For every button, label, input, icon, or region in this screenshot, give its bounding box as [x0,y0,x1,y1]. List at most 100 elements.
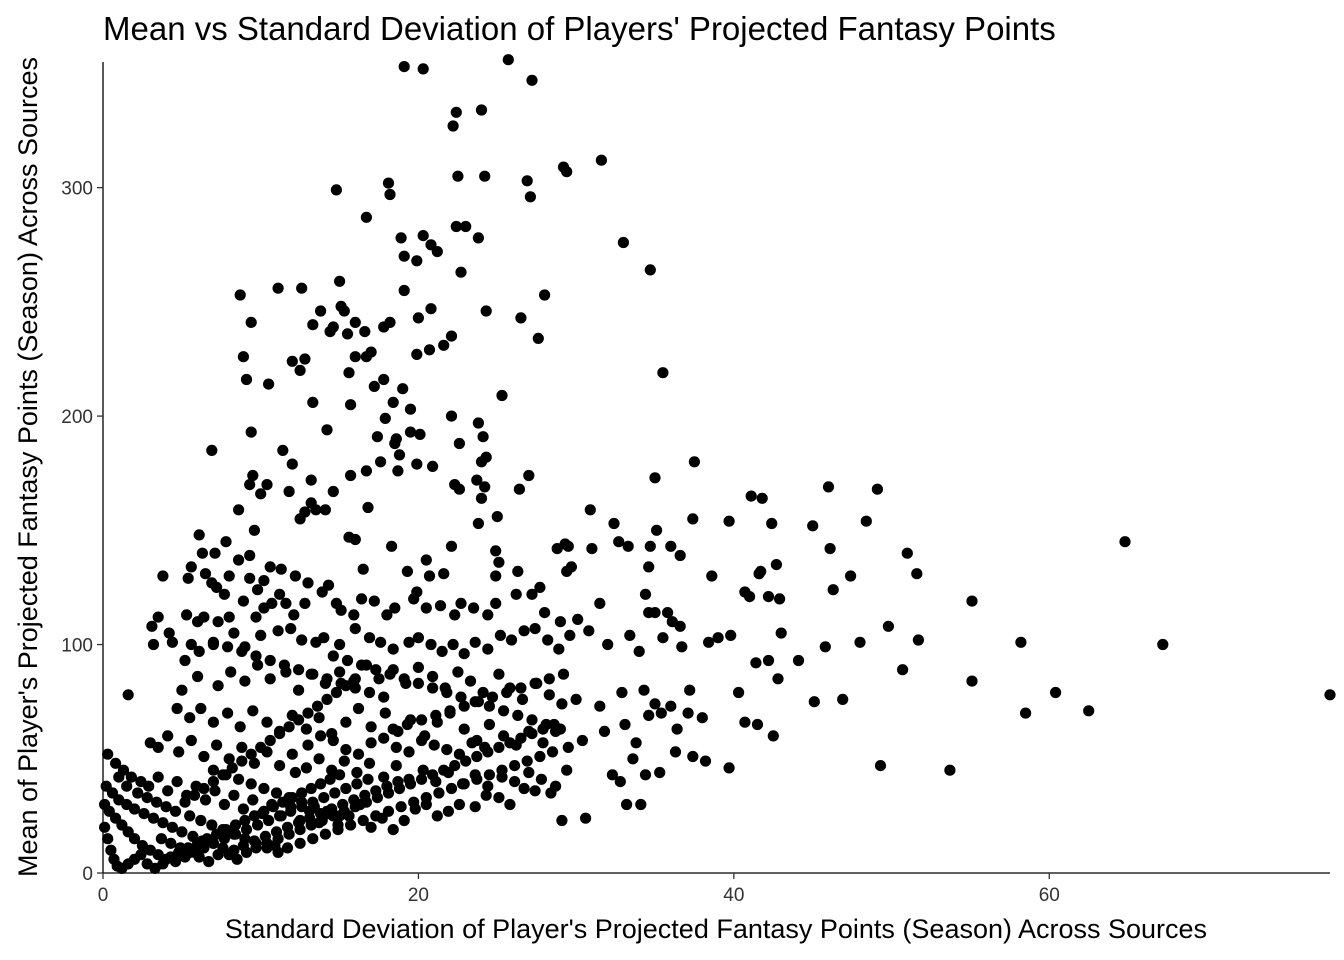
data-point-717 [160,801,172,813]
data-point-718 [169,805,182,817]
data-point-325 [516,693,529,706]
data-point-190 [845,570,857,582]
data-point-476 [556,814,568,827]
data-point-176 [252,584,264,596]
data-point-146 [586,543,598,555]
data-point-477 [580,812,592,824]
data-point-682 [453,748,465,760]
data-point-539 [99,821,111,833]
data-point-195 [774,593,786,605]
data-point-586 [393,782,406,795]
data-point-64 [343,367,355,379]
data-point-207 [539,607,551,619]
data-point-614 [433,787,445,799]
data-point-468 [453,798,465,811]
data-point-95 [392,465,404,477]
data-point-295 [1015,636,1027,648]
data-point-46 [349,316,361,328]
data-point-140 [613,536,625,548]
data-point-634 [529,677,541,690]
data-point-162 [643,561,655,573]
data-point-725 [236,755,248,767]
data-point-336 [696,712,708,724]
data-point-620 [508,760,521,772]
data-point-714 [132,787,144,799]
data-point-304 [239,675,251,687]
data-point-48 [378,321,390,333]
data-point-377 [562,741,574,754]
data-point-386 [739,716,751,728]
data-point-124 [233,504,245,516]
data-point-273 [529,623,541,635]
data-point-103 [305,474,317,486]
data-point-610 [382,805,395,817]
data-point-385 [682,707,694,719]
data-point-596 [504,737,516,749]
data-point-109 [327,485,339,498]
data-point-648 [222,641,234,653]
data-point-623 [546,746,559,758]
data-point-653 [341,654,354,667]
data-point-114 [822,481,835,493]
data-point-213 [468,602,480,614]
data-point-488 [166,821,178,833]
data-point-147 [824,543,836,555]
data-point-354 [261,716,273,728]
data-point-226 [330,597,342,610]
data-point-649 [207,636,219,648]
data-point-538 [362,773,374,785]
data-point-350 [207,716,219,728]
data-point-237 [237,595,249,607]
data-point-296 [1157,638,1169,651]
data-point-633 [515,682,527,694]
data-point-276 [564,629,576,642]
data-point-332 [638,684,650,696]
data-point-308 [293,684,305,696]
data-point-122 [310,504,322,516]
data-point-394 [198,750,210,763]
data-point-24 [431,246,443,258]
data-point-485 [138,808,150,820]
data-point-487 [157,817,169,829]
data-point-251 [255,629,267,642]
data-point-201 [662,607,674,619]
data-point-337 [733,686,745,699]
data-point-726 [245,748,257,760]
data-point-79 [404,426,417,438]
data-point-36 [425,303,437,315]
data-point-110 [283,485,295,498]
data-point-270 [494,629,506,642]
data-point-223 [356,593,368,605]
data-point-637 [378,691,390,703]
data-point-713 [121,780,133,792]
data-point-62 [286,355,298,367]
data-point-60 [299,353,311,365]
data-point-670 [302,739,314,751]
data-point-58 [360,351,372,363]
data-point-418 [508,776,521,788]
data-point-254 [296,634,308,646]
data-point-193 [744,591,756,603]
data-point-76 [445,410,458,422]
data-point-665 [512,709,524,722]
data-point-709 [193,851,205,863]
data-point-344 [1020,707,1032,719]
data-point-724 [226,762,238,774]
data-point-94 [427,460,439,472]
data-point-667 [540,718,552,731]
data-point-31 [296,282,308,294]
data-point-269 [482,643,494,655]
data-point-339 [808,696,820,708]
data-point-206 [554,616,567,628]
data-point-181 [206,577,218,589]
data-point-175 [258,575,270,587]
data-point-149 [1119,536,1131,548]
data-point-446 [228,789,240,801]
data-point-608 [357,814,369,827]
data-point-52 [445,330,458,342]
data-point-432 [102,748,114,760]
data-point-722 [207,776,219,788]
data-point-215 [449,609,461,621]
data-point-658 [412,677,424,690]
data-point-126 [584,504,596,516]
